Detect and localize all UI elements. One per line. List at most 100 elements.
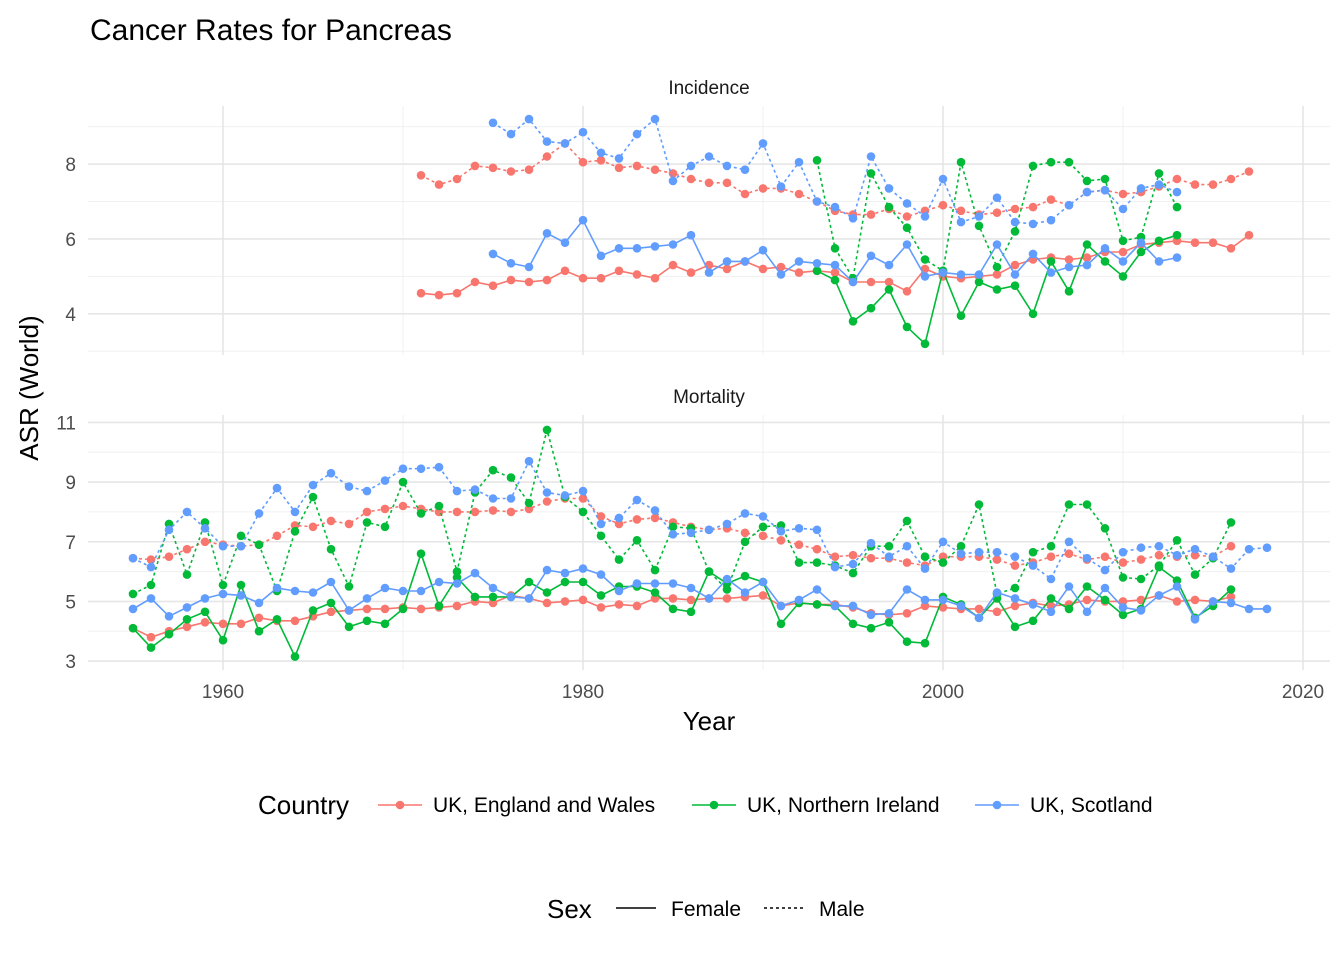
data-point bbox=[794, 268, 804, 277]
legend-label: UK, Scotland bbox=[1030, 794, 1153, 817]
data-point bbox=[488, 592, 498, 602]
data-point bbox=[632, 129, 642, 139]
data-point bbox=[362, 507, 372, 517]
data-point bbox=[1028, 600, 1038, 609]
data-point bbox=[1190, 615, 1200, 624]
data-point bbox=[848, 568, 858, 578]
data-point bbox=[344, 606, 354, 615]
data-point bbox=[596, 519, 606, 529]
data-point bbox=[668, 594, 678, 603]
data-point bbox=[560, 597, 570, 606]
data-point bbox=[1028, 219, 1038, 229]
data-point bbox=[254, 626, 264, 636]
data-point bbox=[650, 273, 660, 283]
data-point bbox=[596, 603, 606, 612]
data-point bbox=[524, 504, 534, 514]
data-point bbox=[1010, 561, 1020, 570]
data-point bbox=[704, 567, 714, 576]
data-point bbox=[380, 604, 390, 614]
series-line bbox=[816, 160, 1178, 281]
legend-key-point bbox=[395, 800, 405, 810]
data-point bbox=[668, 522, 678, 532]
data-point bbox=[866, 538, 876, 548]
data-point bbox=[272, 615, 282, 624]
data-point bbox=[182, 570, 192, 579]
data-point bbox=[830, 202, 840, 212]
data-point bbox=[1046, 607, 1056, 617]
data-point bbox=[722, 585, 732, 594]
data-point bbox=[740, 588, 750, 597]
data-point bbox=[524, 577, 534, 587]
data-point bbox=[272, 583, 282, 593]
data-point bbox=[1154, 591, 1164, 600]
data-point bbox=[614, 154, 624, 163]
data-point bbox=[1046, 215, 1056, 225]
legend-item-male: Male bbox=[764, 898, 865, 921]
series-uk-england-and-wales-female bbox=[128, 591, 1236, 642]
data-point bbox=[452, 174, 462, 184]
data-point bbox=[326, 577, 336, 587]
data-point bbox=[146, 643, 156, 652]
data-point bbox=[200, 537, 210, 547]
data-point bbox=[128, 589, 138, 599]
series-line bbox=[132, 459, 1268, 581]
data-point bbox=[686, 174, 696, 184]
data-point bbox=[452, 579, 462, 588]
data-point bbox=[722, 264, 732, 274]
data-point bbox=[956, 549, 966, 558]
data-point bbox=[938, 174, 948, 184]
data-point bbox=[1190, 544, 1200, 554]
data-point bbox=[1010, 260, 1020, 270]
data-point bbox=[1118, 236, 1128, 246]
data-point bbox=[1028, 249, 1038, 259]
data-point bbox=[452, 567, 462, 576]
legend-label: Male bbox=[819, 898, 865, 921]
data-point bbox=[308, 606, 318, 615]
data-point bbox=[794, 257, 804, 266]
data-point bbox=[1082, 607, 1092, 617]
data-point bbox=[776, 521, 786, 530]
data-point bbox=[398, 586, 408, 596]
data-point bbox=[650, 242, 660, 251]
data-point bbox=[866, 251, 876, 261]
data-point bbox=[1226, 541, 1236, 551]
data-point bbox=[1136, 555, 1146, 564]
data-point bbox=[524, 498, 534, 508]
data-point bbox=[488, 281, 498, 291]
data-point bbox=[1064, 500, 1074, 509]
data-point bbox=[884, 202, 894, 212]
data-point bbox=[1208, 597, 1218, 606]
data-point bbox=[974, 277, 984, 287]
data-point bbox=[812, 156, 822, 165]
data-point bbox=[146, 594, 156, 603]
data-point bbox=[434, 180, 444, 189]
data-point bbox=[650, 588, 660, 597]
data-point bbox=[884, 618, 894, 627]
legend-item-uk-scotland: UK, Scotland bbox=[975, 794, 1153, 817]
data-point bbox=[704, 525, 714, 535]
data-point bbox=[1082, 176, 1092, 186]
data-point bbox=[200, 524, 210, 533]
data-point bbox=[668, 176, 678, 186]
data-point bbox=[614, 555, 624, 564]
data-point bbox=[362, 594, 372, 603]
data-point bbox=[1082, 240, 1092, 249]
data-point bbox=[614, 163, 624, 173]
data-point bbox=[992, 285, 1002, 294]
data-point bbox=[488, 583, 498, 593]
data-point bbox=[560, 266, 570, 276]
data-point bbox=[776, 527, 786, 536]
data-point bbox=[686, 583, 696, 593]
data-point bbox=[992, 240, 1002, 249]
data-point bbox=[1028, 616, 1038, 626]
data-point bbox=[236, 619, 246, 629]
data-point bbox=[1226, 564, 1236, 573]
data-point bbox=[380, 504, 390, 514]
data-point bbox=[902, 585, 912, 594]
data-point bbox=[902, 637, 912, 646]
legend: Country UK, England and Wales UK, Northern… bbox=[258, 790, 1153, 924]
data-point bbox=[1154, 550, 1164, 560]
data-point bbox=[1082, 187, 1092, 197]
data-point bbox=[866, 610, 876, 620]
data-point bbox=[1136, 184, 1146, 193]
